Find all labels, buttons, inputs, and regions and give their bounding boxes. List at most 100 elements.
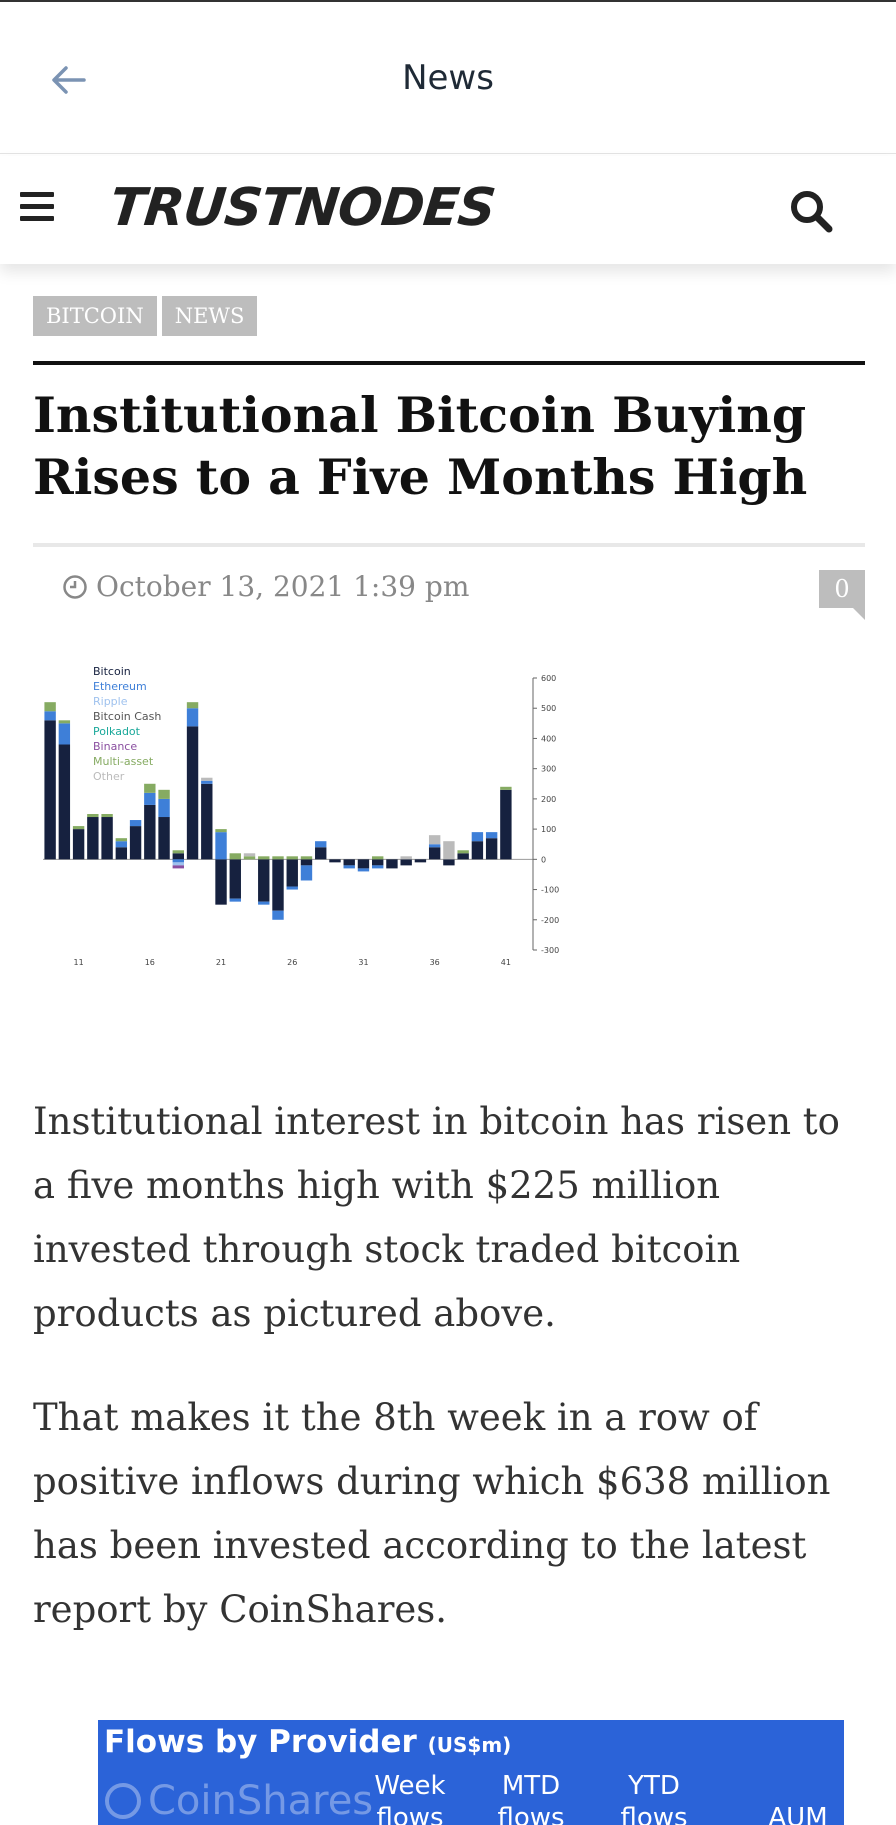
bar-segment bbox=[215, 829, 227, 833]
bar-segment bbox=[101, 814, 113, 818]
publish-date: October 13, 2021 1:39 pm bbox=[96, 570, 470, 603]
brand-name: CoinShares bbox=[148, 1778, 374, 1824]
legend-item: Multi-asset bbox=[93, 755, 154, 768]
app-bar: News bbox=[0, 2, 896, 154]
bar-segment bbox=[215, 859, 227, 905]
y-tick-label: -100 bbox=[541, 886, 559, 895]
clock-icon bbox=[63, 574, 87, 599]
bar-segment bbox=[500, 789, 512, 860]
title-divider bbox=[33, 361, 865, 365]
bar-segment bbox=[300, 856, 313, 860]
bar-segment bbox=[386, 859, 398, 869]
bar-segment bbox=[485, 838, 498, 860]
search-button[interactable] bbox=[786, 186, 836, 236]
back-button[interactable] bbox=[40, 58, 96, 102]
bar-segment bbox=[372, 859, 384, 866]
tag-bitcoin[interactable]: BITCOIN bbox=[33, 296, 157, 336]
bar-segment bbox=[215, 832, 227, 860]
legend-item: Polkadot bbox=[93, 725, 141, 738]
bar-segment bbox=[58, 720, 71, 724]
bar-segment bbox=[229, 898, 241, 902]
article-meta: October 13, 2021 1:39 pm bbox=[62, 570, 469, 603]
x-tick-label: 21 bbox=[216, 958, 226, 967]
bar-segment bbox=[443, 841, 455, 860]
bar-segment bbox=[372, 865, 384, 869]
comment-count-badge[interactable]: 0 bbox=[819, 570, 865, 620]
tag-news[interactable]: NEWS bbox=[161, 296, 258, 336]
bar-segment bbox=[87, 814, 99, 818]
legend-item: Ethereum bbox=[93, 680, 147, 693]
x-tick-label: 11 bbox=[74, 958, 84, 967]
meta-divider bbox=[33, 543, 865, 547]
bar-segment bbox=[58, 744, 71, 860]
bar-segment bbox=[72, 826, 85, 830]
flows-title: Flows by Provider (US$m) bbox=[104, 1724, 511, 1760]
category-tags: BITCOIN NEWS bbox=[33, 296, 258, 336]
bar-segment bbox=[457, 850, 469, 854]
hamburger-icon bbox=[20, 192, 54, 197]
bar-segment bbox=[87, 817, 99, 860]
y-tick-label: -200 bbox=[541, 916, 559, 925]
bar-segment bbox=[101, 817, 113, 860]
bar-segment bbox=[357, 859, 370, 869]
bar-segment bbox=[115, 838, 128, 842]
bar-segment bbox=[129, 826, 142, 860]
site-logo[interactable]: TRUSTNODES bbox=[106, 178, 498, 238]
x-tick-label: 41 bbox=[501, 958, 511, 967]
y-tick-label: 600 bbox=[541, 674, 556, 683]
bar-segment bbox=[258, 859, 270, 902]
search-icon bbox=[791, 191, 833, 233]
bar-segment bbox=[400, 859, 412, 866]
bar-segment bbox=[243, 853, 256, 857]
bar-segment bbox=[243, 856, 256, 860]
bar-segment bbox=[186, 708, 199, 727]
bar-segment bbox=[186, 702, 199, 709]
col-aum: AUM bbox=[768, 1803, 828, 1825]
bar-segment bbox=[272, 910, 284, 920]
bar-segment bbox=[457, 853, 469, 860]
bar-segment bbox=[315, 847, 327, 860]
flows-by-provider-image: Flows by Provider (US$m) CoinShares Week… bbox=[98, 1720, 844, 1825]
bar-segment bbox=[115, 847, 128, 860]
legend-item: Bitcoin Cash bbox=[93, 710, 161, 723]
bar-segment bbox=[443, 859, 455, 866]
legend-item: Bitcoin bbox=[93, 665, 131, 678]
bar-segment bbox=[300, 865, 313, 881]
menu-button[interactable] bbox=[20, 192, 58, 226]
bar-segment bbox=[272, 859, 284, 911]
bar-segment bbox=[357, 868, 370, 872]
bar-segment bbox=[144, 804, 156, 860]
article-paragraph: That makes it the 8th week in a row of p… bbox=[33, 1396, 831, 1631]
bar-segment bbox=[44, 711, 56, 721]
bar-segment bbox=[372, 856, 384, 860]
bar-segment bbox=[144, 792, 156, 805]
flows-unit: (US$m) bbox=[427, 1733, 512, 1757]
bar-segment bbox=[158, 789, 170, 799]
bar-segment bbox=[272, 856, 284, 860]
y-tick-label: 500 bbox=[541, 704, 556, 713]
flows-chart: -300 -200 -100 0 100 200 300 400 500 600 11 16 21 26 3… bbox=[43, 665, 559, 967]
legend-item: Ripple bbox=[93, 695, 128, 708]
bar-segment bbox=[258, 856, 270, 860]
bar-segment bbox=[414, 859, 427, 863]
bar-segment bbox=[44, 720, 56, 860]
bar-segment bbox=[172, 862, 184, 866]
y-tick-label: 400 bbox=[541, 734, 556, 743]
col-week-flows: Week flows bbox=[374, 1771, 446, 1825]
bar-segment bbox=[286, 856, 298, 860]
bar-segment bbox=[258, 901, 270, 905]
bar-segment bbox=[115, 841, 128, 848]
bar-segment bbox=[286, 859, 298, 887]
site-header: TRUSTNODES bbox=[0, 156, 896, 264]
legend-item: Other bbox=[93, 770, 125, 783]
bar-segment bbox=[201, 777, 213, 781]
y-tick-label: 0 bbox=[541, 855, 546, 864]
bar-segment bbox=[500, 786, 512, 790]
bar-segment bbox=[343, 865, 355, 869]
bar-segment bbox=[315, 841, 327, 848]
bar-segment bbox=[44, 702, 56, 712]
bar-segment bbox=[485, 832, 498, 839]
bar-segment bbox=[428, 844, 441, 848]
bar-segment bbox=[72, 829, 85, 860]
bar-segment bbox=[400, 856, 412, 860]
